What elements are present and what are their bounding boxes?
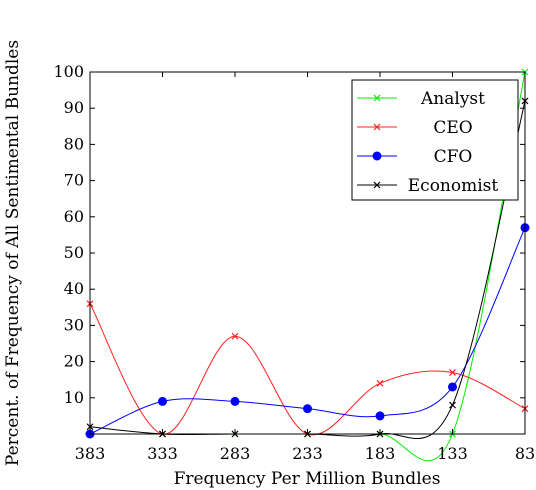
y-tick-label: 40 bbox=[64, 279, 84, 298]
y-tick-label: 50 bbox=[64, 243, 84, 262]
legend-label-ceo: CEO bbox=[433, 118, 472, 138]
y-tick-label: 30 bbox=[64, 315, 84, 334]
legend-marker-analyst bbox=[373, 94, 381, 102]
data-point-cfo bbox=[230, 396, 240, 406]
x-tick-label: 383 bbox=[75, 444, 106, 463]
y-tick-label: 70 bbox=[64, 171, 84, 190]
data-point-ceo bbox=[231, 332, 239, 340]
legend-entry-cfo: CFO bbox=[357, 147, 472, 167]
data-point-ceo bbox=[449, 369, 456, 376]
y-tick-label: 100 bbox=[53, 62, 84, 81]
series-line-ceo bbox=[89, 303, 526, 436]
x-axis-label: Frequency Per Million Bundles bbox=[174, 469, 441, 489]
y-tick-label: 80 bbox=[64, 134, 84, 153]
ticks-layer: 383 333 283 233 183 133 83 10 20 30 40 50 60 70 80 90 10… bbox=[53, 62, 535, 463]
x-tick-label: 133 bbox=[437, 444, 468, 463]
x-tick-label: 333 bbox=[147, 444, 178, 463]
series-line-cfo bbox=[89, 227, 526, 435]
series-ceo bbox=[86, 300, 529, 438]
x-tick-label: 283 bbox=[220, 444, 251, 463]
data-point-ceo bbox=[376, 379, 384, 387]
y-tick-label: 20 bbox=[64, 352, 84, 371]
series-cfo bbox=[85, 223, 530, 439]
y-tick-label: 10 bbox=[64, 388, 84, 407]
legend-marker-economist bbox=[373, 181, 381, 189]
y-axis-label: Percent. of Frequency of All Sentimental… bbox=[3, 40, 23, 466]
x-tick-label: 233 bbox=[292, 444, 323, 463]
legend-marker-cfo bbox=[372, 151, 382, 161]
y-tick-label: 60 bbox=[64, 207, 84, 226]
data-point-cfo bbox=[375, 411, 385, 421]
legend-label-economist: Economist bbox=[408, 176, 499, 196]
legend-entry-ceo: CEO bbox=[357, 118, 473, 138]
legend-label-cfo: CFO bbox=[434, 147, 473, 167]
data-point-cfo bbox=[303, 404, 312, 414]
x-tick-label: 183 bbox=[365, 444, 396, 463]
legend-entry-economist: Economist bbox=[357, 176, 498, 196]
data-point-cfo bbox=[158, 396, 167, 406]
data-point-economist bbox=[449, 401, 456, 409]
legend-marker-ceo bbox=[373, 123, 381, 131]
legend-entry-analyst: Analyst bbox=[357, 89, 485, 109]
y-tick-label: 90 bbox=[64, 98, 84, 117]
legend-label-analyst: Analyst bbox=[420, 89, 485, 109]
x-tick-label: 83 bbox=[515, 444, 535, 463]
legend: Analyst CEO CFO Economist bbox=[351, 79, 519, 201]
data-point-cfo bbox=[448, 382, 457, 392]
